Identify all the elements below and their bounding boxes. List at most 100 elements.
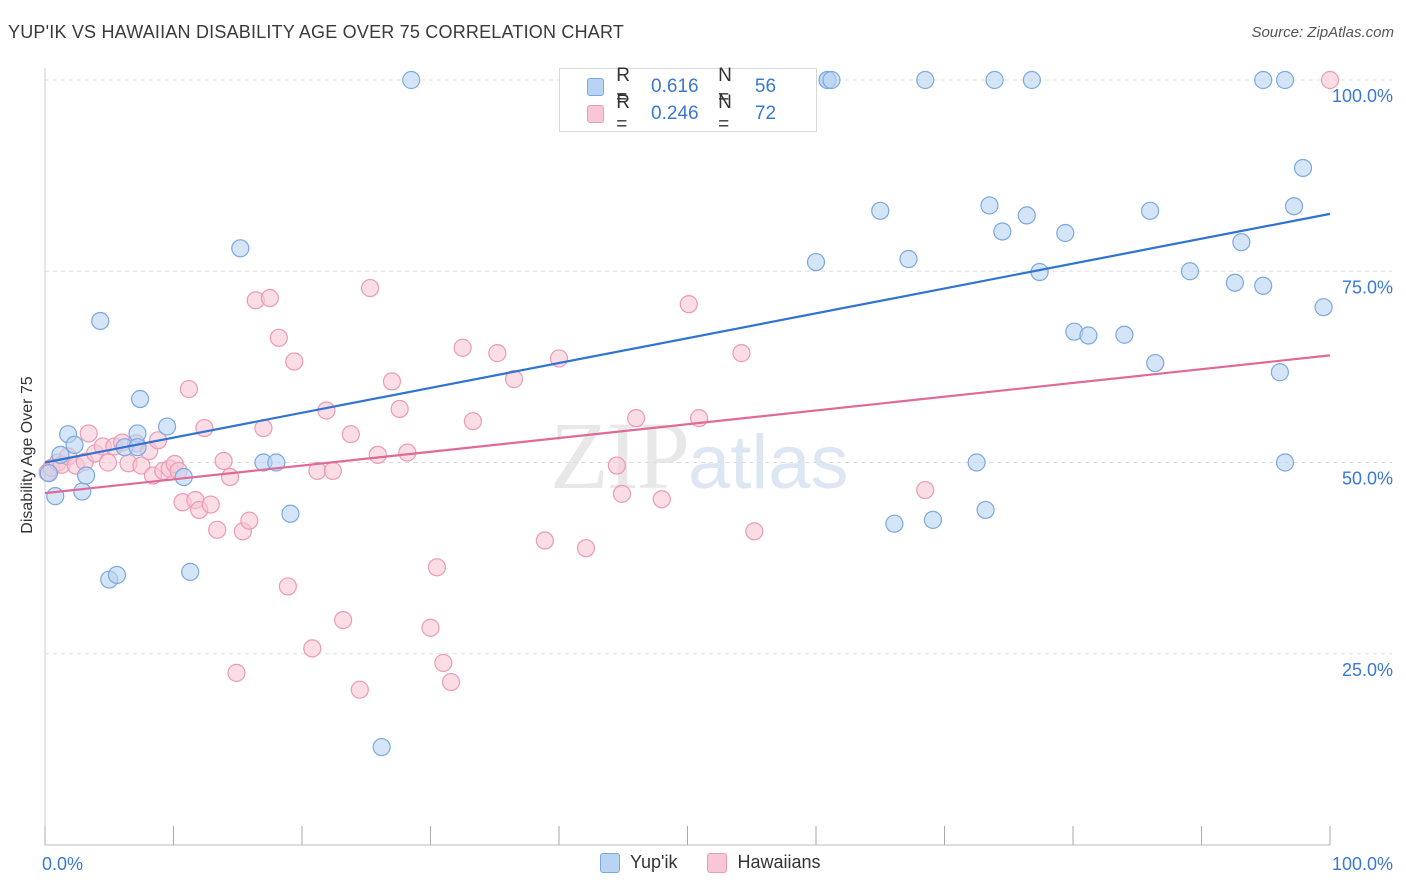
point-yupik	[1275, 70, 1295, 90]
point-hawaiians	[260, 288, 279, 308]
legend-r-label: R =	[616, 65, 631, 108]
point-yupik	[91, 311, 110, 331]
bottom-legend-label-yupik: Yup'ik	[630, 852, 678, 872]
point-hawaiians	[626, 409, 646, 428]
bottom-legend-hawaiians: Hawaiians	[707, 852, 821, 873]
point-yupik	[1314, 298, 1333, 317]
point-hawaiians	[350, 680, 369, 699]
point-hawaiians	[916, 480, 935, 500]
point-hawaiians	[745, 522, 764, 541]
y-tick-label: 50.0%	[1342, 469, 1393, 489]
point-hawaiians	[463, 412, 483, 431]
point-yupik	[1079, 326, 1098, 345]
point-hawaiians	[421, 618, 440, 637]
point-hawaiians	[427, 558, 447, 577]
point-yupik	[1180, 262, 1200, 281]
point-yupik	[73, 482, 92, 501]
bottom-legend: Yup'ik Hawaiians	[600, 852, 851, 873]
legend-n-label: N =	[718, 92, 732, 135]
point-hawaiians	[368, 445, 387, 464]
point-yupik	[899, 249, 918, 269]
point-hawaiians	[303, 639, 322, 658]
point-yupik	[1254, 70, 1273, 90]
point-yupik	[65, 435, 84, 455]
point-yupik	[1293, 158, 1313, 178]
point-hawaiians	[652, 490, 671, 509]
point-yupik	[1254, 276, 1273, 295]
point-yupik	[985, 70, 1004, 90]
point-hawaiians	[361, 278, 380, 298]
point-hawaiians	[341, 425, 360, 444]
legend-row-hawaiians: R = 0.246 N = 72	[560, 92, 816, 135]
legend-swatch-hawaiians	[587, 105, 605, 123]
point-yupik	[976, 500, 995, 520]
point-yupik	[107, 565, 127, 585]
point-hawaiians	[453, 338, 472, 357]
legend-n-value: 56	[754, 76, 777, 97]
point-hawaiians	[382, 372, 402, 391]
point-hawaiians	[240, 511, 259, 530]
trendline-yupik	[44, 212, 1331, 464]
point-yupik	[1225, 273, 1245, 292]
point-yupik	[372, 737, 391, 757]
point-hawaiians	[214, 451, 233, 471]
legend-n-label: N =	[718, 65, 732, 108]
point-hawaiians	[1320, 70, 1340, 90]
point-hawaiians	[732, 344, 751, 363]
legend-row-yupik: R = 0.616 N = 56	[560, 65, 816, 108]
point-yupik	[923, 510, 943, 529]
point-yupik	[1275, 453, 1295, 472]
point-hawaiians	[132, 456, 151, 475]
point-yupik	[1140, 201, 1160, 220]
point-yupik	[806, 252, 826, 272]
point-yupik	[980, 196, 999, 215]
point-yupik	[231, 239, 250, 258]
point-hawaiians	[390, 399, 409, 419]
point-hawaiians	[98, 453, 118, 472]
point-yupik	[39, 464, 58, 483]
x-tick-label: 0.0%	[42, 854, 83, 874]
point-hawaiians	[278, 577, 297, 596]
point-yupik	[402, 70, 421, 90]
legend: R = 0.616 N = 56 R = 0.246 N = 72	[559, 65, 817, 135]
point-yupik	[128, 438, 147, 457]
point-yupik	[916, 70, 935, 90]
point-yupik	[1270, 363, 1289, 382]
point-hawaiians	[227, 663, 246, 682]
point-yupik	[1056, 223, 1075, 243]
point-yupik	[1284, 197, 1304, 216]
point-yupik	[1115, 325, 1134, 344]
point-yupik	[967, 453, 986, 472]
legend-swatch-yupik	[587, 78, 605, 96]
point-hawaiians	[317, 401, 336, 420]
point-yupik	[885, 514, 904, 533]
point-hawaiians	[285, 352, 304, 371]
point-yupik	[130, 389, 150, 409]
point-yupik	[267, 453, 286, 472]
point-hawaiians	[488, 344, 507, 363]
chart-title: YUP'IK VS HAWAIIAN DISABILITY AGE OVER 7…	[8, 22, 625, 42]
y-tick-label: 25.0%	[1342, 660, 1393, 680]
point-hawaiians	[612, 484, 632, 503]
point-hawaiians	[434, 653, 453, 673]
legend-r-label: R =	[616, 92, 631, 135]
point-yupik	[46, 487, 65, 506]
point-yupik	[77, 466, 96, 485]
point-hawaiians	[323, 461, 342, 481]
trendline-hawaiians	[44, 354, 1331, 495]
bottom-legend-swatch-hawaiians	[707, 852, 728, 873]
point-hawaiians	[220, 467, 240, 487]
point-yupik	[1017, 206, 1036, 225]
point-yupik	[181, 562, 200, 581]
point-yupik	[822, 70, 841, 90]
point-yupik	[281, 504, 300, 523]
point-hawaiians	[576, 539, 596, 558]
point-hawaiians	[179, 379, 199, 399]
point-hawaiians	[607, 456, 626, 475]
bottom-legend-swatch-yupik	[600, 852, 620, 873]
point-hawaiians	[334, 610, 353, 630]
point-yupik	[871, 201, 890, 220]
bottom-legend-yupik: Yup'ik	[600, 852, 677, 873]
point-yupik	[1146, 353, 1165, 373]
